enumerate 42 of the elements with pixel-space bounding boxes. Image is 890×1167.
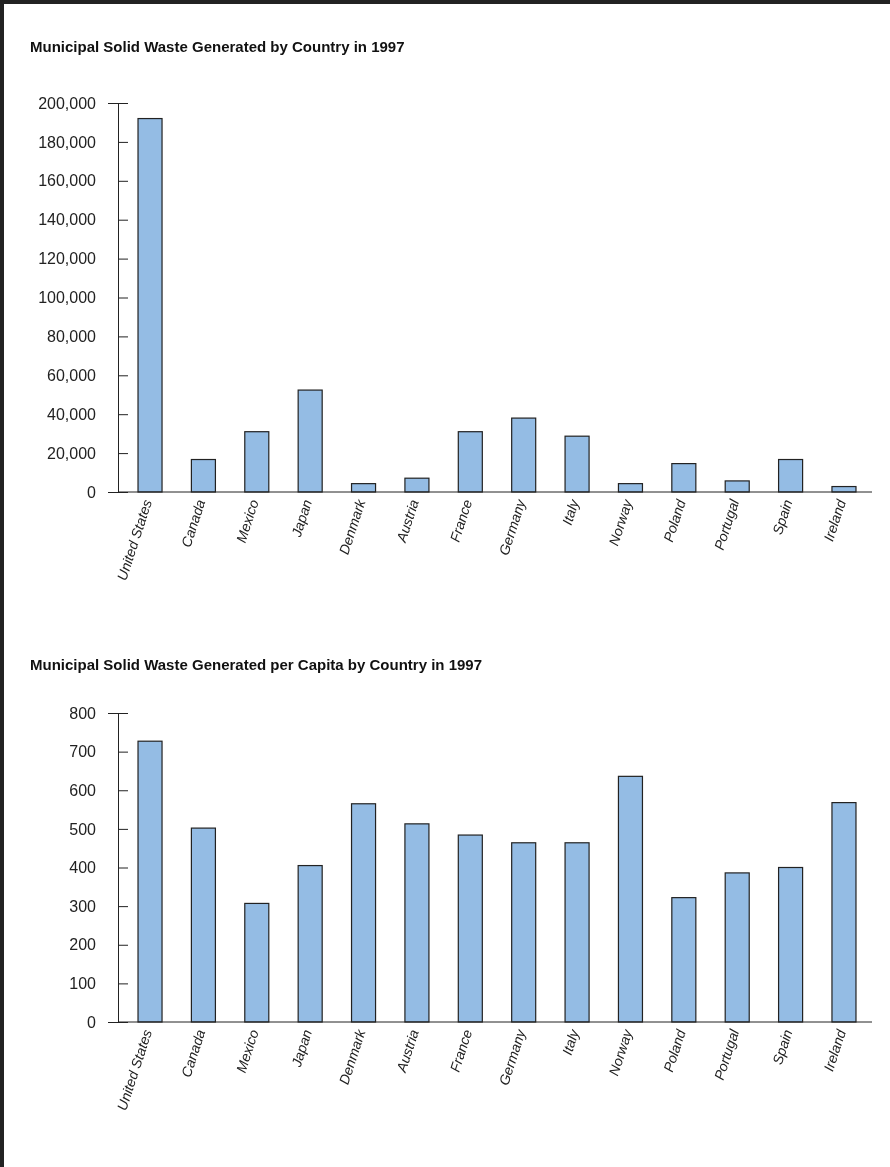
y-tick-label: 100 — [69, 974, 97, 992]
y-tick-label: 140,000 — [38, 211, 97, 229]
y-tick-label: 20,000 — [47, 444, 97, 462]
x-tick-label: Poland — [660, 1026, 690, 1074]
y-tick-label: 600 — [69, 781, 97, 799]
x-tick-label: Canada — [177, 497, 209, 550]
y-tick-label: 180,000 — [38, 133, 97, 151]
y-tick-label: 0 — [87, 1013, 97, 1031]
y-tick-label: 160,000 — [38, 172, 97, 190]
x-tick-label: Austria — [392, 497, 422, 545]
x-tick-label: Poland — [660, 496, 690, 544]
y-tick-label: 40,000 — [47, 405, 97, 423]
chart-title: Municipal Solid Waste Generated by Country in 1997 — [30, 38, 405, 55]
y-tick-label: 200,000 — [38, 94, 97, 112]
y-tick-label: 300 — [69, 897, 97, 915]
y-tick-label: 700 — [69, 743, 97, 761]
x-tick-label: Mexico — [232, 1027, 262, 1075]
x-tick-label: United States — [113, 1027, 155, 1113]
x-tick-label: Canada — [177, 1027, 209, 1080]
x-tick-label: Austria — [392, 1027, 422, 1075]
y-tick-label: 400 — [69, 859, 97, 877]
x-tick-label: Italy — [558, 1026, 583, 1057]
y-tick-label: 800 — [69, 704, 97, 722]
y-tick-label: 60,000 — [47, 366, 97, 384]
x-tick-label: Mexico — [232, 497, 262, 545]
y-tick-label: 0 — [87, 483, 97, 501]
x-tick-label: Italy — [558, 496, 583, 527]
x-tick-label: France — [446, 1027, 476, 1074]
y-tick-label: 200 — [69, 936, 97, 954]
y-tick-label: 120,000 — [38, 250, 97, 268]
y-tick-label: 500 — [69, 820, 97, 838]
x-tick-label: Japan — [287, 1027, 316, 1070]
x-tick-label: Ireland — [820, 496, 850, 544]
x-tick-label: Ireland — [820, 1026, 850, 1074]
x-tick-label: United States — [113, 497, 155, 583]
y-tick-label: 100,000 — [38, 289, 97, 307]
chart-title: Municipal Solid Waste Generated per Capita by Country in 1997 — [30, 656, 483, 673]
y-tick-label: 80,000 — [47, 328, 97, 346]
x-tick-label: France — [446, 497, 476, 544]
x-tick-label: Spain — [769, 497, 796, 537]
x-tick-label: Spain — [769, 1027, 796, 1067]
x-tick-label: Japan — [287, 497, 316, 540]
